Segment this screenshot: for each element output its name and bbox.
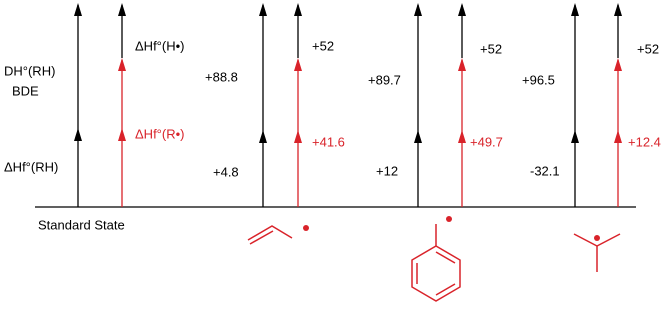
hf-rh-value: +4.8 [213, 164, 239, 179]
hf-r-value: +12.4 [628, 134, 661, 149]
tert-butyl-structure [573, 233, 621, 272]
bde-label: BDE [12, 83, 39, 98]
hf-h-value: +52 [637, 41, 659, 56]
bde-value: +96.5 [522, 72, 555, 87]
arrowhead [458, 130, 466, 143]
arrowhead [118, 128, 126, 141]
arrowhead [294, 130, 302, 143]
arrowhead [614, 58, 622, 71]
arrowhead [458, 3, 466, 16]
hf-h-label: ΔHf°(H•) [135, 38, 184, 53]
hf-rh-value: +12 [376, 163, 398, 178]
arrowhead [294, 58, 302, 71]
standard-state-label: Standard State [38, 217, 125, 232]
arrowhead [259, 3, 267, 16]
arrowhead [118, 3, 126, 16]
radical-dot [303, 225, 309, 231]
radical-dot [446, 216, 452, 222]
arrowhead [614, 3, 622, 16]
dh-label: DH°(RH) [4, 63, 55, 78]
bde-value: +88.8 [205, 69, 238, 84]
hf-r-value: +49.7 [470, 134, 503, 149]
hf-r-label: ΔHf°(R•) [135, 126, 184, 141]
arrowhead [118, 58, 126, 71]
arrowhead [614, 130, 622, 143]
arrowhead [414, 130, 422, 143]
hf-h-value: +52 [480, 41, 502, 56]
arrowhead [414, 3, 422, 16]
bde-value: +89.7 [368, 72, 401, 87]
hf-h-value: +52 [312, 38, 334, 53]
arrowhead [571, 3, 579, 16]
hf-rh-value: -32.1 [530, 163, 560, 178]
benzyl-structure [411, 224, 461, 302]
arrowhead [571, 130, 579, 143]
arrowhead [294, 3, 302, 16]
arrowhead [74, 3, 82, 16]
arrowhead [458, 58, 466, 71]
arrowhead [259, 130, 267, 143]
radical-dot [594, 235, 600, 241]
arrowhead [74, 128, 82, 141]
hf-r-value: +41.6 [312, 134, 345, 149]
propenyl-structure [247, 225, 293, 245]
hf-rh-label: ΔHf°(RH) [4, 159, 58, 174]
